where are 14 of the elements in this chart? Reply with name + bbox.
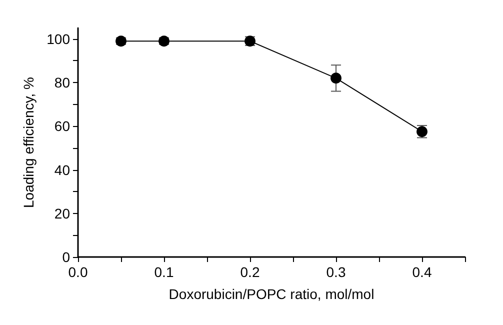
x-tick-label: 0.4	[412, 264, 432, 280]
x-tick-label: 0.2	[240, 264, 260, 280]
y-tick-label: 20	[54, 205, 70, 222]
y-tick-label: 80	[54, 74, 70, 91]
x-tick-label: 0.0	[68, 264, 88, 280]
y-tick-label: 60	[54, 118, 70, 134]
y-axis-title: Loading efficiency, %	[20, 76, 37, 208]
y-tick-label: 40	[54, 162, 70, 178]
x-tick-label: 0.1	[154, 264, 174, 280]
x-tick-label: 0.3	[326, 264, 346, 280]
y-tick-label: 100	[46, 30, 70, 47]
x-axis-title: Doxorubicin/POPC ratio, mol/mol	[168, 286, 374, 302]
point	[330, 72, 342, 84]
y-tick-label: 0	[62, 249, 70, 265]
